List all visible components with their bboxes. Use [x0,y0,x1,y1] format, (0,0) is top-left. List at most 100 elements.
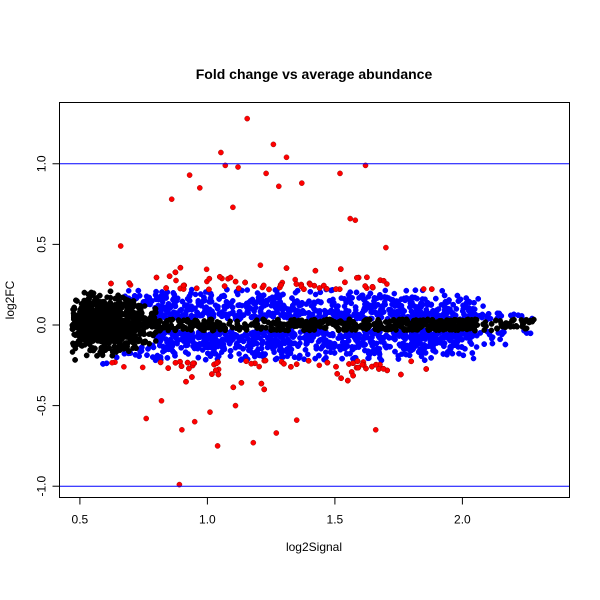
point-not-significant [382,319,389,325]
point-not-significant [456,317,462,323]
point-significant [445,305,452,312]
point-significant [269,299,276,306]
point-significant [289,302,296,309]
point-large-fold-change [172,269,179,276]
point-significant [221,345,227,352]
point-significant [247,298,254,304]
point-large-fold-change [121,363,127,370]
point-significant [417,346,423,353]
point-significant [454,292,461,299]
point-not-significant [117,336,124,343]
point-significant [459,331,465,337]
point-significant [273,293,280,300]
point-not-significant [83,336,90,343]
point-significant [279,354,285,360]
point-significant [163,295,169,301]
point-large-fold-change [203,266,210,273]
point-significant [277,342,284,349]
point-not-significant [129,334,136,341]
point-significant [380,339,387,345]
point-significant [188,290,194,297]
point-not-significant [293,323,300,329]
point-significant [289,295,295,301]
point-large-fold-change [109,359,115,366]
point-significant [471,299,477,306]
point-not-significant [494,325,500,332]
point-not-significant [260,316,267,323]
point-significant [182,349,189,356]
point-not-significant [248,321,255,328]
point-significant [202,305,208,312]
point-large-fold-change [283,265,290,271]
point-large-fold-change [251,283,258,289]
point-significant [404,342,411,349]
point-significant [178,344,184,351]
point-not-significant [121,318,128,325]
point-large-fold-change [423,366,430,372]
point-significant [450,301,457,308]
point-not-significant [350,319,357,325]
point-significant [377,292,383,298]
point-significant [131,293,138,299]
point-significant [428,355,434,361]
point-large-fold-change [354,358,361,364]
point-significant [202,356,209,363]
point-large-fold-change [398,371,404,378]
point-large-fold-change [288,363,294,370]
point-significant [417,333,424,339]
point-significant [172,352,178,359]
point-significant [408,347,415,354]
point-large-fold-change [293,361,300,368]
point-not-significant [88,305,95,312]
point-significant [473,344,480,350]
point-significant [391,290,398,297]
point-significant [215,353,222,360]
point-significant [208,292,215,299]
point-not-significant [193,318,200,324]
point-significant [395,356,402,362]
point-not-significant [115,317,121,324]
point-significant [373,340,380,347]
point-significant [193,342,200,348]
point-significant [443,299,450,306]
point-significant [221,312,228,318]
point-significant [316,337,323,344]
point-not-significant [270,326,277,333]
point-significant [229,304,236,311]
point-significant [206,331,213,338]
point-significant [362,341,369,348]
point-significant [295,355,302,361]
point-significant [428,301,435,308]
point-not-significant [226,321,232,327]
point-significant [294,298,300,304]
point-significant [480,303,486,309]
point-not-significant [184,318,191,325]
point-significant [297,335,303,341]
point-not-significant [474,322,481,328]
point-significant [339,355,345,362]
point-significant [484,313,490,319]
point-large-fold-change [157,359,164,366]
point-significant [401,350,408,357]
point-significant [312,355,319,362]
point-not-significant [360,325,366,331]
point-significant [291,331,298,337]
point-not-significant [507,323,514,330]
point-large-fold-change [215,371,222,378]
point-not-significant [345,323,352,329]
point-large-fold-change [242,279,248,286]
point-significant [245,310,251,316]
point-significant [453,306,460,312]
point-not-significant [135,338,142,345]
point-significant [195,298,202,304]
point-significant [159,289,165,295]
point-significant [236,309,243,315]
point-significant [125,287,132,294]
point-not-significant [382,326,389,333]
point-significant [456,350,462,357]
point-significant [312,291,319,298]
point-not-significant [92,345,98,352]
point-not-significant [155,324,161,331]
point-large-fold-change [408,358,415,365]
point-not-significant [107,294,114,301]
